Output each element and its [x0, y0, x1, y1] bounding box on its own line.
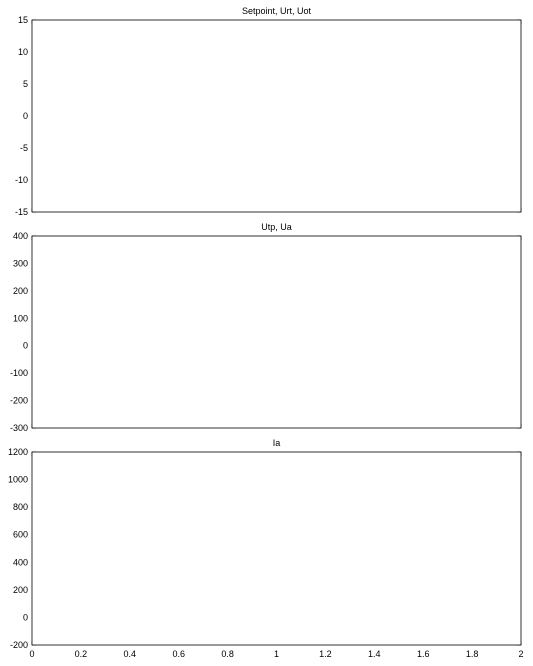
x-tick-label: 1 [274, 649, 279, 659]
chart-panel-3: 0 0.2 0.4 0.6 0.8 1 1.2 1.4 1.6 1.8 2-200020040060… [8, 438, 524, 659]
y-tick-label: 400 [13, 231, 28, 241]
x-tick-label: 1.4 [368, 649, 381, 659]
y-tick-label: 300 [13, 258, 28, 268]
y-tick-label: 600 [13, 530, 28, 540]
axes-frame [31, 235, 522, 429]
y-tick-label: 0 [23, 341, 28, 351]
chart-title: Setpoint, Urt, Uot [242, 6, 312, 16]
axes-frame [31, 19, 522, 213]
x-tick-label: 1.8 [466, 649, 479, 659]
y-tick-label: -300 [10, 423, 28, 433]
y-tick-label: -200 [10, 396, 28, 406]
y-tick-label: 1000 [8, 475, 28, 485]
x-tick-label: 1.6 [417, 649, 430, 659]
y-tick-label: 200 [13, 286, 28, 296]
y-tick-label: 15 [18, 15, 28, 25]
chart-title: Ia [273, 438, 281, 448]
y-tick-label: 200 [13, 585, 28, 595]
y-tick-label: -15 [15, 207, 28, 217]
y-tick-label: 10 [18, 47, 28, 57]
y-tick-label: 100 [13, 313, 28, 323]
y-tick-label: 400 [13, 557, 28, 567]
y-tick-label: -5 [20, 143, 28, 153]
chart-title: Utp, Ua [261, 222, 292, 232]
y-tick-label: 1200 [8, 447, 28, 457]
y-tick-label: 5 [23, 79, 28, 89]
x-tick-label: 0.6 [172, 649, 185, 659]
x-tick-label: 0 [29, 649, 34, 659]
y-tick-label: -100 [10, 368, 28, 378]
y-tick-label: 0 [23, 612, 28, 622]
x-tick-label: 0.8 [221, 649, 234, 659]
y-tick-label: -200 [10, 640, 28, 650]
chart-panel-2: -300 -200 -100 0 100 200 300 400 Utp, Ua [10, 222, 522, 433]
axes-frame [31, 451, 522, 646]
x-tick-label: 0.2 [75, 649, 88, 659]
y-tick-label: -10 [15, 175, 28, 185]
y-tick-label: 800 [13, 502, 28, 512]
x-tick-label: 2 [518, 649, 523, 659]
x-tick-label: 0.4 [124, 649, 137, 659]
x-tick-label: 1.2 [319, 649, 332, 659]
y-tick-label: 0 [23, 111, 28, 121]
chart-panel-1: -15 -10 -5 0 5 10 15 Setpoint, Urt, Uot [15, 6, 522, 217]
